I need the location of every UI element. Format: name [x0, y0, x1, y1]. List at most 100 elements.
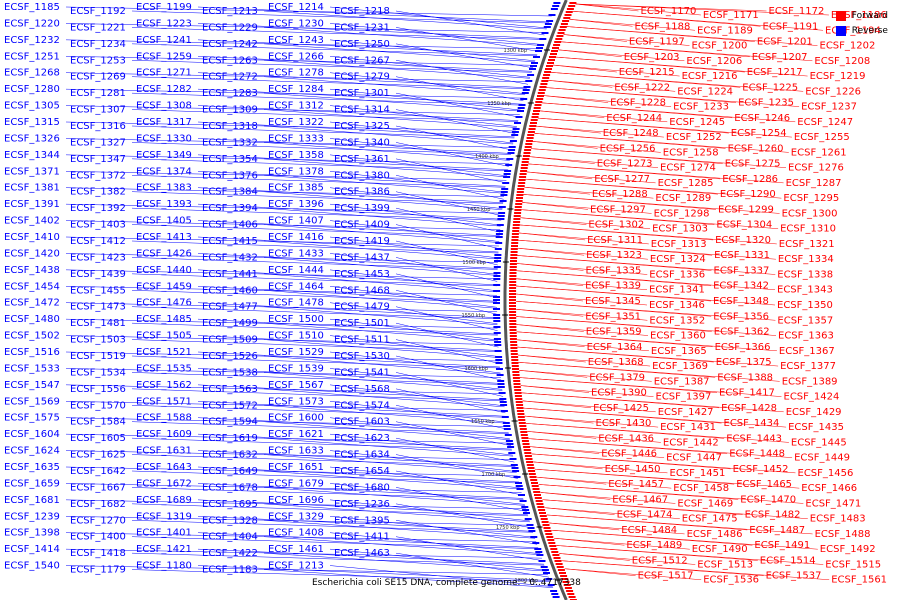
reverse-gene-block — [528, 530, 536, 532]
reverse-label-line — [263, 520, 536, 539]
forward-gene-label: ECSF_1203 — [624, 52, 680, 63]
reverse-gene-label: ECSF_1413 — [136, 232, 192, 243]
reverse-label-line — [65, 384, 503, 395]
reverse-gene-block — [507, 446, 515, 448]
reverse-label-line — [197, 105, 519, 121]
forward-gene-label: ECSF_1341 — [649, 285, 705, 296]
reverse-gene-label: ECSF_1426 — [136, 248, 192, 259]
forward-gene-block — [510, 350, 518, 352]
reverse-gene-label: ECSF_1440 — [136, 265, 192, 276]
reverse-label-line — [197, 532, 539, 548]
forward-gene-block — [517, 185, 525, 187]
reverse-gene-block — [493, 266, 501, 268]
forward-gene-label: ECSF_1390 — [591, 388, 647, 399]
forward-gene-block — [548, 59, 555, 61]
forward-gene-label: ECSF_1465 — [736, 479, 792, 490]
reverse-label-lines — [65, 6, 554, 588]
forward-gene-block — [511, 239, 519, 241]
reverse-gene-block — [497, 383, 505, 385]
reverse-label-line — [263, 158, 508, 178]
reverse-gene-block — [496, 374, 504, 376]
forward-gene-label: ECSF_1254 — [731, 128, 787, 139]
forward-label-line — [540, 492, 676, 504]
reverse-gene-label: ECSF_1281 — [70, 88, 126, 99]
reverse-gene-label: ECSF_1232 — [4, 35, 60, 46]
reverse-gene-block — [535, 551, 543, 553]
reverse-label-line — [197, 121, 515, 138]
reverse-gene-block — [496, 230, 504, 232]
forward-gene-block — [515, 203, 523, 205]
reverse-gene-block — [501, 416, 509, 418]
forward-gene-label: ECSF_1428 — [721, 403, 777, 414]
reverse-gene-block — [494, 257, 502, 259]
reverse-gene-label: ECSF_1499 — [202, 318, 258, 329]
forward-label-line — [551, 529, 818, 550]
reverse-label-line — [329, 450, 517, 472]
reverse-label-line — [131, 273, 498, 287]
forward-gene-label: ECSF_1289 — [655, 193, 711, 204]
legend-forward-label: Forward — [851, 10, 888, 21]
forward-gene-label: ECSF_1200 — [692, 41, 748, 52]
reverse-label-line — [395, 175, 504, 200]
reverse-label-line — [131, 191, 504, 204]
forward-gene-label: ECSF_1225 — [742, 82, 798, 93]
forward-gene-block — [526, 464, 534, 466]
reverse-gene-label: ECSF_1305 — [4, 101, 60, 112]
reverse-label-line — [65, 220, 501, 230]
reverse-gene-label: ECSF_1239 — [4, 511, 60, 522]
reverse-gene-block — [503, 428, 511, 430]
forward-gene-block — [522, 158, 530, 160]
forward-gene-label: ECSF_1537 — [766, 571, 822, 582]
forward-gene-label: ECSF_1228 — [610, 98, 666, 109]
tick-label: 1650 kbp — [471, 419, 495, 425]
forward-gene-block — [527, 467, 535, 469]
forward-label-line — [549, 522, 685, 535]
reverse-label-line — [65, 253, 498, 263]
forward-gene-label: ECSF_1369 — [652, 361, 708, 372]
forward-gene-block — [513, 386, 521, 388]
forward-gene-block — [561, 578, 569, 580]
reverse-gene-block — [538, 560, 546, 562]
reverse-gene-label: ECSF_1251 — [4, 51, 60, 62]
reverse-gene-block — [495, 359, 503, 361]
forward-gene-block — [530, 479, 538, 481]
reverse-gene-label: ECSF_1269 — [70, 72, 126, 83]
forward-gene-block — [541, 521, 549, 523]
reverse-gene-label: ECSF_1383 — [136, 183, 192, 194]
reverse-gene-block — [532, 542, 540, 544]
forward-gene-block — [546, 65, 553, 67]
forward-gene-block — [512, 224, 520, 226]
reverse-label-line — [263, 10, 547, 30]
forward-gene-label: ECSF_1219 — [810, 71, 866, 82]
reverse-gene-label: ECSF_1234 — [70, 39, 126, 50]
reverse-gene-label: ECSF_1623 — [334, 433, 390, 444]
reverse-gene-block — [500, 194, 508, 196]
forward-gene-block — [509, 272, 517, 274]
reverse-label-line — [131, 43, 538, 57]
reverse-gene-block — [523, 86, 531, 88]
reverse-gene-block — [546, 20, 554, 22]
reverse-label-line — [329, 187, 503, 209]
reverse-gene-block — [544, 23, 552, 25]
reverse-label-line — [263, 437, 514, 457]
reverse-gene-block — [534, 548, 542, 550]
reverse-gene-label: ECSF_1572 — [202, 400, 258, 411]
forward-label-line — [563, 34, 690, 46]
forward-gene-block — [515, 398, 523, 400]
reverse-label-line — [131, 257, 498, 270]
reverse-gene-block — [493, 332, 501, 334]
forward-gene-label: ECSF_1470 — [740, 494, 796, 505]
forward-gene-block — [514, 389, 522, 391]
reverse-gene-label: ECSF_1354 — [202, 154, 258, 165]
forward-gene-block — [569, 2, 577, 4]
reverse-gene-label: ECSF_1678 — [202, 482, 258, 493]
forward-gene-block — [516, 191, 524, 193]
reverse-gene-label: ECSF_1229 — [202, 22, 258, 33]
forward-gene-block — [521, 161, 529, 163]
reverse-gene-label: ECSF_1236 — [334, 499, 390, 510]
forward-gene-label: ECSF_1336 — [649, 269, 705, 280]
forward-gene-label: ECSF_1487 — [749, 525, 805, 536]
reverse-gene-label: ECSF_1312 — [268, 101, 324, 112]
reverse-gene-label: ECSF_1521 — [136, 347, 192, 358]
reverse-label-line — [197, 236, 499, 253]
